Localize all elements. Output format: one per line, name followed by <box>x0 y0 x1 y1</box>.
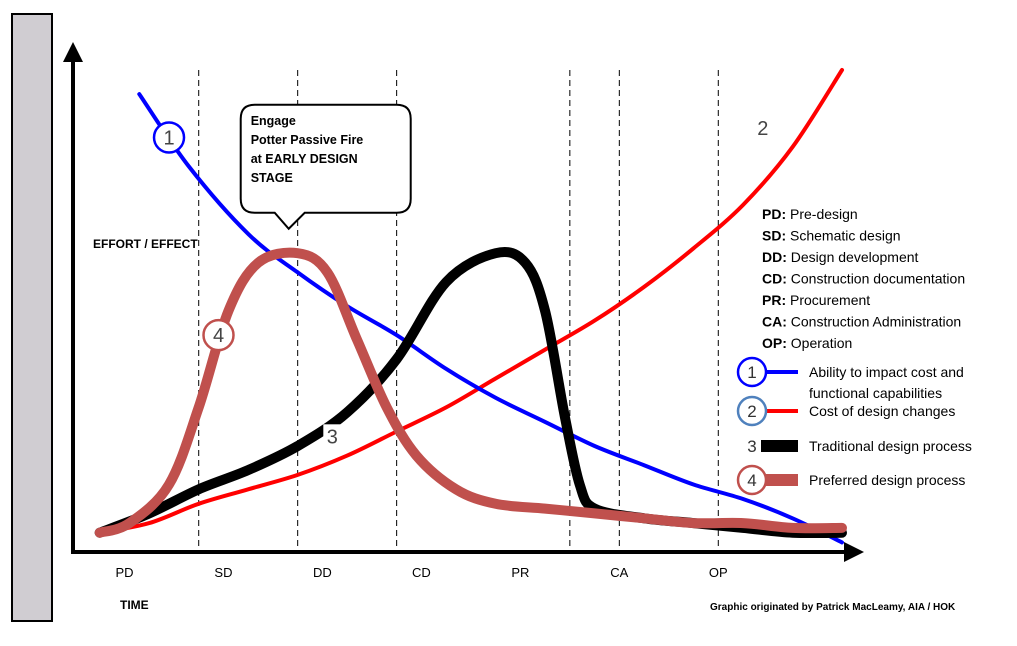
credit: Graphic originated by Patrick MacLeamy, … <box>710 602 956 613</box>
x-axis-arrow-icon <box>844 542 864 562</box>
series-line-2 <box>97 68 844 535</box>
callout-line-1: Engage <box>251 114 296 128</box>
phase-legend-item-7: OP: Operation <box>762 335 852 351</box>
y-axis-label: EFFORT / EFFECT <box>93 237 198 251</box>
legend-label-1-1: Ability to impact cost and <box>809 364 964 380</box>
phase-legend: PD: Pre-design SD: Schematic design DD: De… <box>762 206 965 351</box>
x-tick-dd: DD <box>313 565 332 580</box>
phase-legend-item-4: CD: Construction documentation <box>762 271 965 287</box>
x-tick-pr: PR <box>511 565 529 580</box>
axes <box>63 42 864 562</box>
x-tick-cd: CD <box>412 565 431 580</box>
legend-label-3-1: Traditional design process <box>809 438 972 454</box>
curve-label-1: 1 <box>163 127 174 149</box>
series-legend-item-4: 4 Preferred design process <box>736 464 965 496</box>
curve-labels: 1 2 3 4 <box>152 115 772 449</box>
legend-label-1-2: functional capabilities <box>809 385 942 401</box>
legend-number-1: 1 <box>747 363 756 382</box>
callout-line-4: STAGE <box>251 171 293 185</box>
x-axis-label: TIME <box>120 598 149 612</box>
phase-legend-item-6: CA: Construction Administration <box>762 314 961 330</box>
legend-ring-1 <box>736 356 768 388</box>
curve-label-bg-2 <box>753 115 772 140</box>
phase-legend-item-3: DD: Design development <box>762 249 919 265</box>
legend-number-bg-3 <box>743 435 761 457</box>
callout: Engage Potter Passive Fire at EARLY DESIGN… <box>239 103 412 231</box>
series-legend-item-1: 1 Ability to impact cost and functional ca… <box>736 356 964 401</box>
series-line-1 <box>137 92 844 545</box>
phase-legend-item-5: PR: Procurement <box>762 292 870 308</box>
series-lines <box>94 68 847 545</box>
legend-ring-2 <box>736 395 768 427</box>
legend-label-4-1: Preferred design process <box>809 472 965 488</box>
x-tick-labels: PD SD DD CD PR CA OP <box>115 565 727 580</box>
left-side-bar <box>11 13 53 622</box>
callout-bubble <box>239 103 412 231</box>
callout-line-3: at EARLY DESIGN <box>251 152 358 166</box>
x-tick-pd: PD <box>115 565 133 580</box>
phase-legend-item-2: SD: Schematic design <box>762 228 901 244</box>
x-tick-sd: SD <box>214 565 232 580</box>
curve-label-2: 2 <box>757 118 768 140</box>
series-line-4 <box>94 247 847 538</box>
legend-number-3: 3 <box>747 437 756 456</box>
legend-ring-4 <box>736 464 768 496</box>
legend-number-2: 2 <box>747 402 756 421</box>
series-legend-item-3: 3 Traditional design process <box>743 435 972 457</box>
y-axis-arrow-icon <box>63 42 83 62</box>
x-tick-op: OP <box>709 565 728 580</box>
curve-label-4: 4 <box>213 325 224 347</box>
phase-legend-item-1: PD: Pre-design <box>762 206 858 222</box>
series-legend-item-2: 2 Cost of design changes <box>736 395 955 427</box>
curve-label-ring-4 <box>202 318 235 352</box>
curve-label-ring-1 <box>152 121 186 154</box>
x-tick-ca: CA <box>610 565 628 580</box>
legend-number-4: 4 <box>747 471 756 490</box>
legend-label-2-1: Cost of design changes <box>809 403 955 419</box>
curve-label-bg-3 <box>323 424 342 449</box>
series-legend: 1 Ability to impact cost and functional ca… <box>736 356 972 496</box>
curve-label-3: 3 <box>327 426 338 448</box>
callout-line-2: Potter Passive Fire <box>251 133 364 147</box>
